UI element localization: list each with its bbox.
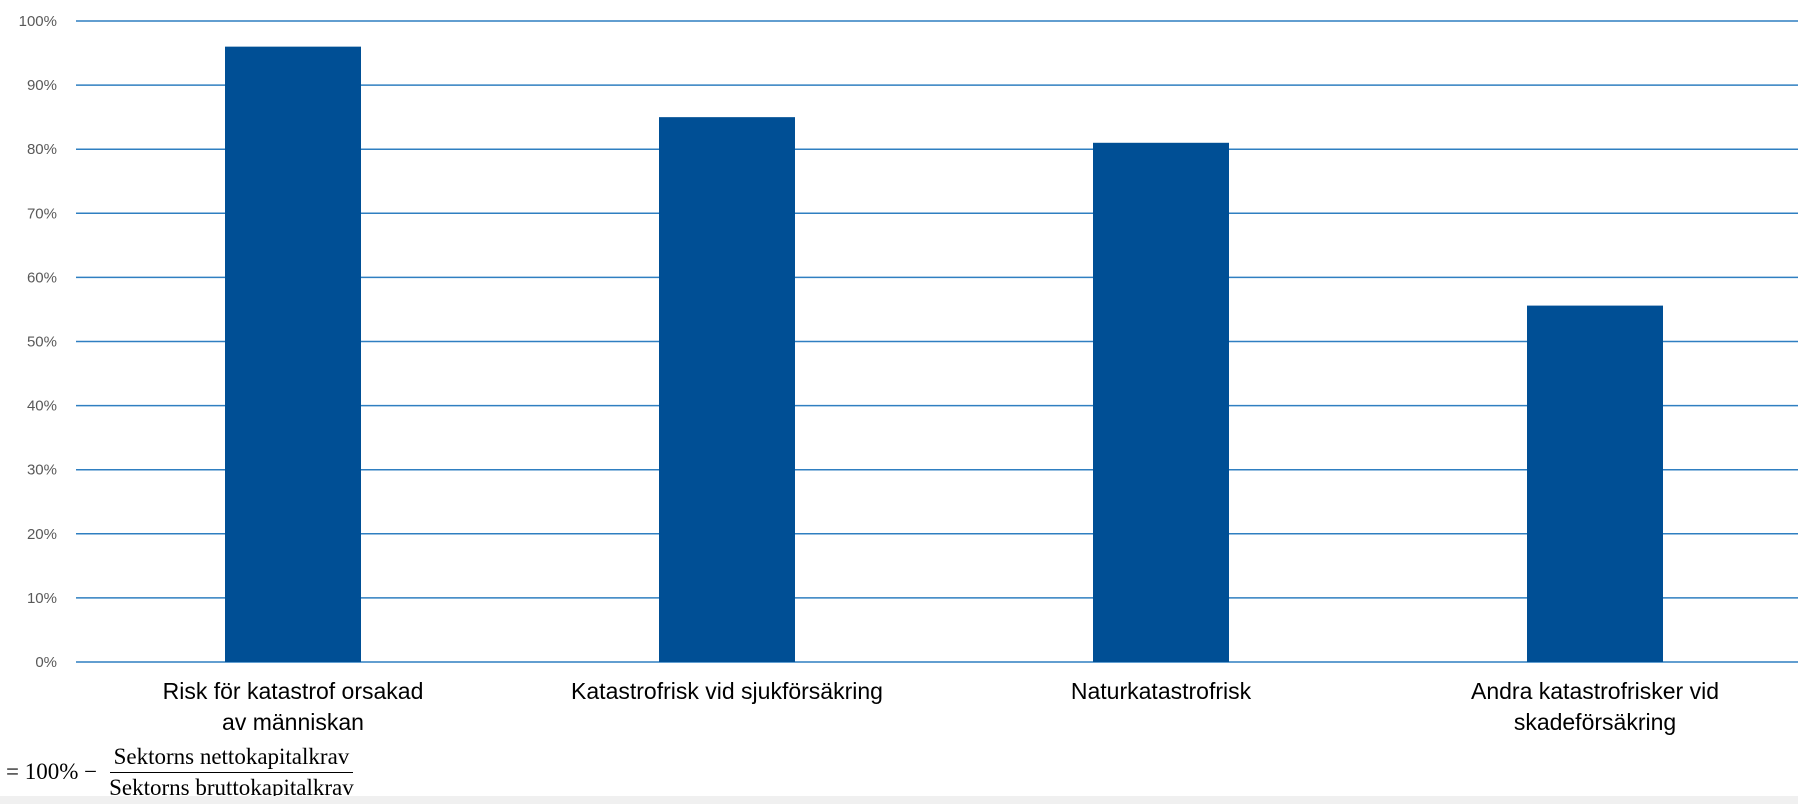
x-category-label-line: Katastrofrisk vid sjukförsäkring <box>571 678 883 704</box>
x-category-label-line: Risk för katastrof orsakad <box>163 678 424 704</box>
y-tick-label: 40% <box>27 398 57 415</box>
grid-lines <box>76 20 1798 663</box>
x-category-label-line: av människan <box>222 709 364 735</box>
y-tick-label: 50% <box>27 334 57 351</box>
bar <box>1527 305 1663 662</box>
bar <box>225 46 361 662</box>
bar <box>659 117 795 662</box>
y-axis-tick-labels: 0% 10% 20% 30% 40% 50% 60% 70% 80% 90% 100% <box>19 13 57 671</box>
y-tick-label: 100% <box>19 13 57 30</box>
y-tick-label: 90% <box>27 77 57 94</box>
ratio-formula: = 100% − Sektorns nettokapitalkrav Sekto… <box>6 742 358 802</box>
formula-lead: = 100% − <box>6 759 98 784</box>
bars <box>225 46 1663 663</box>
x-category-label: Andra katastrofrisker vid skadeförsäkring <box>1471 678 1719 735</box>
formula-fraction: Sektorns nettokapitalkrav Sektorns brutt… <box>105 744 358 801</box>
x-category-label: Naturkatastrofrisk <box>1071 678 1252 704</box>
y-tick-label: 30% <box>27 462 57 479</box>
y-tick-label: 60% <box>27 269 57 286</box>
formula-numerator: Sektorns nettokapitalkrav <box>109 744 354 773</box>
y-tick-label: 10% <box>27 590 57 607</box>
x-category-label: Katastrofrisk vid sjukförsäkring <box>571 678 883 704</box>
x-category-label-line: skadeförsäkring <box>1514 709 1676 735</box>
y-tick-label: 0% <box>35 654 57 671</box>
y-tick-label: 80% <box>27 141 57 158</box>
x-category-label-line: Andra katastrofrisker vid <box>1471 678 1719 704</box>
formula-denominator: Sektorns bruttokapitalkrav <box>109 774 354 800</box>
bar <box>1093 142 1229 663</box>
bottom-strip <box>0 796 1798 804</box>
y-tick-label: 70% <box>27 205 57 222</box>
x-category-label: Risk för katastrof orsakad av människan <box>163 678 424 735</box>
y-tick-label: 20% <box>27 526 57 543</box>
x-axis-category-labels: Risk för katastrof orsakad av människan Ka… <box>163 678 1719 735</box>
x-category-label-line: Naturkatastrofrisk <box>1071 678 1252 704</box>
